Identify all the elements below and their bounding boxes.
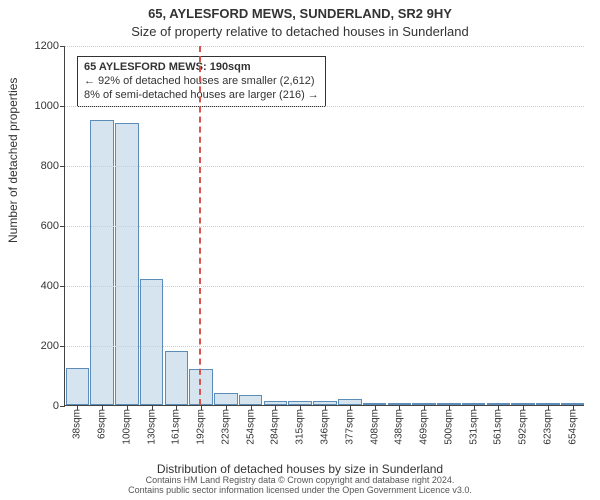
bar bbox=[66, 368, 90, 406]
grid-line bbox=[65, 226, 584, 227]
ytick-mark bbox=[60, 226, 65, 227]
bar bbox=[90, 120, 114, 405]
ytick-mark bbox=[60, 346, 65, 347]
xtick-label: 531sqm bbox=[468, 409, 479, 445]
xtick-label: 438sqm bbox=[394, 409, 405, 445]
xtick-label: 500sqm bbox=[443, 409, 454, 445]
bar bbox=[214, 393, 238, 405]
chart-container: 65, AYLESFORD MEWS, SUNDERLAND, SR2 9HY … bbox=[0, 0, 600, 500]
chart-title-main: 65, AYLESFORD MEWS, SUNDERLAND, SR2 9HY bbox=[0, 6, 600, 21]
grid-line bbox=[65, 286, 584, 287]
y-axis-label: Number of detached properties bbox=[6, 78, 20, 243]
xtick-label: 654sqm bbox=[567, 409, 578, 445]
xtick-label: 408sqm bbox=[369, 409, 380, 445]
xtick-label: 100sqm bbox=[121, 409, 132, 445]
ytick-label: 1000 bbox=[35, 100, 59, 112]
xtick-label: 623sqm bbox=[542, 409, 553, 445]
reference-line bbox=[199, 46, 201, 405]
xtick-label: 69sqm bbox=[97, 409, 108, 439]
grid-line bbox=[65, 346, 584, 347]
bar bbox=[165, 351, 189, 405]
xtick-label: 223sqm bbox=[220, 409, 231, 445]
x-axis-label: Distribution of detached houses by size … bbox=[0, 462, 600, 476]
xtick-label: 315sqm bbox=[295, 409, 306, 445]
plot-area: 65 AYLESFORD MEWS: 190sqm ← 92% of detac… bbox=[64, 46, 584, 406]
grid-line bbox=[65, 46, 584, 47]
xtick-label: 130sqm bbox=[146, 409, 157, 445]
footer: Contains HM Land Registry data © Crown c… bbox=[0, 476, 600, 496]
ytick-mark bbox=[60, 166, 65, 167]
xtick-label: 346sqm bbox=[320, 409, 331, 445]
bar bbox=[140, 279, 164, 405]
xtick-label: 161sqm bbox=[171, 409, 182, 445]
ytick-label: 0 bbox=[53, 400, 59, 412]
ytick-label: 800 bbox=[41, 160, 59, 172]
grid-line bbox=[65, 106, 584, 107]
xtick-label: 192sqm bbox=[196, 409, 207, 445]
bar bbox=[239, 395, 263, 406]
ytick-label: 1200 bbox=[35, 40, 59, 52]
xtick-label: 469sqm bbox=[419, 409, 430, 445]
grid-line bbox=[65, 166, 584, 167]
ytick-label: 600 bbox=[41, 220, 59, 232]
xtick-label: 561sqm bbox=[493, 409, 504, 445]
xtick-label: 254sqm bbox=[245, 409, 256, 445]
footer-line2: Contains public sector information licen… bbox=[0, 486, 600, 496]
chart-title-sub: Size of property relative to detached ho… bbox=[0, 24, 600, 39]
xtick-label: 592sqm bbox=[518, 409, 529, 445]
xtick-label: 284sqm bbox=[270, 409, 281, 445]
ytick-mark bbox=[60, 406, 65, 407]
ytick-mark bbox=[60, 106, 65, 107]
ytick-mark bbox=[60, 286, 65, 287]
ytick-label: 400 bbox=[41, 280, 59, 292]
xtick-label: 38sqm bbox=[72, 409, 83, 439]
ytick-mark bbox=[60, 46, 65, 47]
xtick-label: 377sqm bbox=[344, 409, 355, 445]
ytick-label: 200 bbox=[41, 340, 59, 352]
